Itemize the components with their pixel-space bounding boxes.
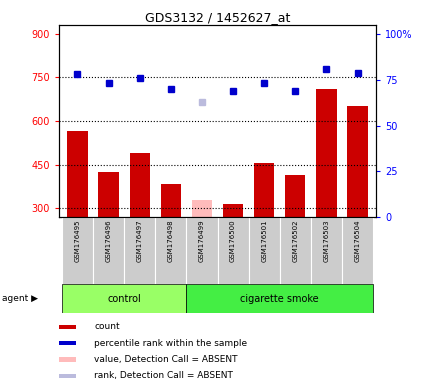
Bar [59, 357, 76, 362]
Bar [129, 153, 149, 217]
Bar [59, 374, 76, 378]
Bar [186, 217, 217, 284]
Bar [67, 131, 87, 217]
Bar [160, 184, 181, 217]
Text: GSM176502: GSM176502 [292, 220, 298, 262]
Text: percentile rank within the sample: percentile rank within the sample [94, 339, 247, 348]
Title: GDS3132 / 1452627_at: GDS3132 / 1452627_at [145, 11, 289, 24]
Text: value, Detection Call = ABSENT: value, Detection Call = ABSENT [94, 355, 237, 364]
Bar [62, 284, 186, 313]
Bar [310, 217, 341, 284]
Bar [253, 163, 274, 217]
Bar [186, 284, 372, 313]
Text: GSM176504: GSM176504 [354, 220, 360, 262]
Bar [59, 324, 76, 329]
Text: GSM176495: GSM176495 [74, 220, 80, 262]
Bar [59, 341, 76, 346]
Bar [316, 89, 336, 217]
Bar [217, 217, 248, 284]
Text: GSM176499: GSM176499 [198, 220, 204, 262]
Text: GSM176500: GSM176500 [230, 220, 236, 262]
Bar [62, 217, 93, 284]
Bar [285, 175, 305, 217]
Bar [98, 172, 118, 217]
Bar [341, 217, 372, 284]
Text: cigarette smoke: cigarette smoke [240, 293, 319, 304]
Text: GSM176503: GSM176503 [323, 220, 329, 262]
Text: rank, Detection Call = ABSENT: rank, Detection Call = ABSENT [94, 371, 233, 380]
Text: GSM176496: GSM176496 [105, 220, 111, 262]
Text: GSM176497: GSM176497 [136, 220, 142, 262]
Bar [223, 204, 243, 217]
Text: GSM176498: GSM176498 [168, 220, 174, 262]
Bar [93, 217, 124, 284]
Bar [279, 217, 310, 284]
Bar [347, 106, 367, 217]
Bar [155, 217, 186, 284]
Bar [124, 217, 155, 284]
Text: count: count [94, 323, 120, 331]
Bar [248, 217, 279, 284]
Text: GSM176501: GSM176501 [260, 220, 266, 262]
Bar [191, 200, 211, 217]
Text: agent ▶: agent ▶ [2, 294, 38, 303]
Text: control: control [107, 293, 141, 304]
